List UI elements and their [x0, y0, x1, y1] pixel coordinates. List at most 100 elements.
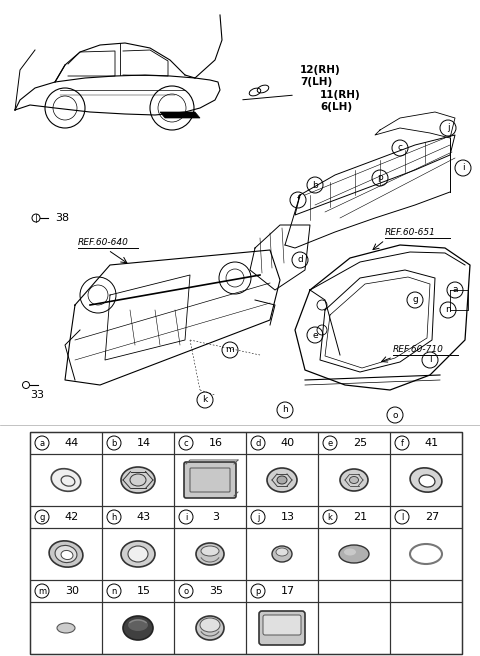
Bar	[174, 580, 246, 602]
Text: a: a	[452, 285, 458, 295]
Bar	[246, 528, 318, 580]
Bar	[174, 454, 246, 506]
Bar	[390, 506, 462, 528]
Text: d: d	[297, 255, 303, 264]
Ellipse shape	[57, 623, 75, 633]
Ellipse shape	[123, 616, 153, 640]
Text: 42: 42	[65, 512, 79, 522]
Bar	[318, 528, 390, 580]
Ellipse shape	[340, 469, 368, 491]
Text: 30: 30	[65, 586, 79, 596]
Text: g: g	[39, 512, 45, 522]
Bar	[390, 580, 462, 602]
Bar	[246, 602, 318, 654]
Bar	[318, 432, 390, 454]
Bar	[30, 602, 102, 654]
Text: j: j	[447, 123, 449, 133]
Text: 35: 35	[209, 586, 223, 596]
Ellipse shape	[277, 476, 287, 484]
Ellipse shape	[61, 550, 73, 560]
FancyBboxPatch shape	[184, 462, 236, 498]
Text: b: b	[111, 438, 117, 447]
Ellipse shape	[128, 619, 148, 631]
Ellipse shape	[51, 468, 81, 491]
FancyBboxPatch shape	[263, 615, 301, 635]
Text: m: m	[38, 586, 46, 596]
Bar	[318, 602, 390, 654]
Text: 7(LH): 7(LH)	[300, 77, 332, 87]
Text: 38: 38	[55, 213, 69, 223]
Text: 21: 21	[353, 512, 367, 522]
Bar	[102, 506, 174, 528]
Ellipse shape	[128, 546, 148, 562]
Bar	[246, 432, 318, 454]
Text: 25: 25	[353, 438, 367, 448]
Text: REF.60-710: REF.60-710	[393, 345, 444, 354]
Bar	[174, 506, 246, 528]
Ellipse shape	[267, 468, 297, 492]
Text: o: o	[183, 586, 189, 596]
Bar	[390, 602, 462, 654]
Text: n: n	[445, 306, 451, 314]
Text: l: l	[429, 356, 432, 365]
Text: 6(LH): 6(LH)	[320, 102, 352, 112]
Text: REF.60-640: REF.60-640	[78, 238, 129, 247]
Ellipse shape	[410, 468, 442, 492]
Bar	[390, 432, 462, 454]
Text: 44: 44	[65, 438, 79, 448]
Text: b: b	[312, 180, 318, 190]
Text: d: d	[255, 438, 261, 447]
Text: p: p	[377, 173, 383, 182]
FancyBboxPatch shape	[259, 611, 305, 645]
Text: 43: 43	[137, 512, 151, 522]
Bar	[246, 454, 318, 506]
Text: o: o	[392, 411, 398, 419]
Bar	[390, 528, 462, 580]
Bar	[174, 528, 246, 580]
Bar	[102, 602, 174, 654]
Text: h: h	[111, 512, 117, 522]
Ellipse shape	[339, 545, 369, 563]
Bar	[102, 432, 174, 454]
Bar	[174, 602, 246, 654]
Text: e: e	[312, 331, 318, 340]
Text: g: g	[412, 295, 418, 304]
Text: 15: 15	[137, 586, 151, 596]
Ellipse shape	[276, 548, 288, 556]
Bar	[102, 580, 174, 602]
Ellipse shape	[201, 546, 219, 556]
Text: 12(RH): 12(RH)	[300, 65, 341, 75]
Ellipse shape	[196, 616, 224, 640]
Text: f: f	[400, 438, 404, 447]
Text: m: m	[226, 346, 234, 354]
Text: l: l	[401, 512, 403, 522]
Text: n: n	[111, 586, 117, 596]
Text: c: c	[397, 144, 403, 152]
Polygon shape	[160, 112, 200, 118]
Ellipse shape	[200, 618, 220, 632]
Text: i: i	[185, 512, 187, 522]
Bar	[30, 506, 102, 528]
Bar	[30, 432, 462, 654]
Ellipse shape	[196, 543, 224, 565]
Bar	[318, 580, 390, 602]
Text: 27: 27	[425, 512, 439, 522]
Text: k: k	[203, 396, 208, 405]
Bar	[246, 506, 318, 528]
Bar	[174, 432, 246, 454]
Ellipse shape	[349, 476, 359, 483]
Bar	[246, 580, 318, 602]
Text: 14: 14	[137, 438, 151, 448]
Text: e: e	[327, 438, 333, 447]
Bar	[30, 432, 102, 454]
Ellipse shape	[121, 467, 155, 493]
Text: c: c	[184, 438, 188, 447]
Text: REF.60-651: REF.60-651	[385, 228, 436, 237]
Text: 17: 17	[281, 586, 295, 596]
Text: 40: 40	[281, 438, 295, 448]
Ellipse shape	[49, 541, 83, 567]
Ellipse shape	[344, 548, 356, 556]
Ellipse shape	[419, 475, 435, 487]
Text: j: j	[257, 512, 259, 522]
Text: h: h	[282, 405, 288, 415]
